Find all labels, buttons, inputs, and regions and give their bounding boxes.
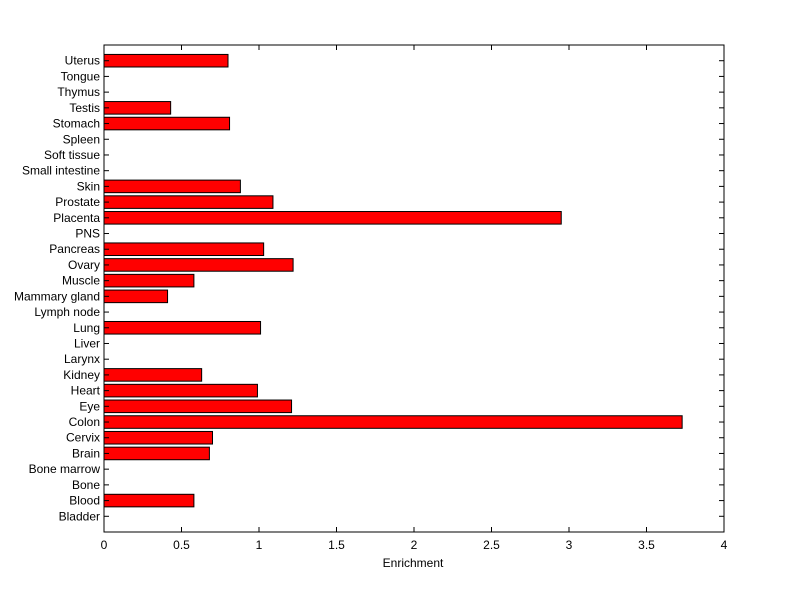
y-tick-label: Prostate — [55, 195, 100, 209]
y-tick-label: Brain — [72, 446, 100, 460]
y-tick-label: Lung — [73, 321, 100, 335]
y-tick-label: Eye — [79, 399, 100, 413]
bar-stomach — [103, 116, 231, 131]
y-tick-label: Bladder — [59, 509, 100, 523]
y-tick-label: Tongue — [61, 69, 101, 83]
y-tick-label: Testis — [69, 101, 100, 115]
y-tick-label: Kidney — [63, 368, 100, 382]
y-tick-label: Bone — [72, 478, 100, 492]
x-tick-label: 4 — [721, 538, 728, 552]
bar-ovary — [103, 258, 294, 272]
bar-uterus — [103, 53, 229, 68]
y-tick-label: Pancreas — [49, 242, 100, 256]
y-tick-label: Thymus — [57, 85, 100, 99]
bar-skin — [103, 179, 241, 194]
plot-frame — [103, 44, 725, 533]
y-tick-label: Muscle — [62, 274, 100, 288]
x-tick-labels: 0 0.5 1 1.5 2 2.5 3 3.5 4 — [101, 538, 728, 552]
y-tick-label: Larynx — [64, 352, 100, 366]
y-tick-label: Lymph node — [34, 305, 100, 319]
bar-blood — [103, 493, 195, 508]
bar-mammary-gland — [103, 289, 169, 304]
y-tick-label: PNS — [75, 227, 100, 241]
y-tick-label: Small intestine — [22, 164, 100, 178]
x-tick-label: 3 — [566, 538, 573, 552]
x-tick-label: 2.5 — [483, 538, 500, 552]
bar-heart — [103, 383, 258, 398]
x-tick-label: 3.5 — [638, 538, 655, 552]
y-tick-label: Soft tissue — [44, 148, 100, 162]
x-axis-label: Enrichment — [383, 556, 444, 570]
x-tick-label: 0 — [101, 538, 108, 552]
y-tick-label: Skin — [77, 179, 100, 193]
x-tick-label: 2 — [411, 538, 418, 552]
y-tick-label: Heart — [71, 384, 101, 398]
y-tick-label: Bone marrow — [29, 462, 101, 476]
bar-lung — [103, 320, 262, 335]
bar-eye — [103, 399, 293, 414]
ticks-group — [103, 45, 725, 532]
x-tick-label: 1.5 — [328, 538, 345, 552]
y-tick-label: Spleen — [63, 132, 100, 146]
y-tick-label: Blood — [69, 494, 100, 508]
bar-testis — [103, 101, 172, 115]
bar-placenta — [103, 211, 562, 225]
y-tick-label: Uterus — [65, 54, 100, 68]
bar-colon — [103, 415, 683, 429]
bar-kidney — [103, 368, 203, 382]
y-tick-label: Colon — [69, 415, 100, 429]
y-tick-label: Stomach — [53, 117, 100, 131]
x-tick-label: 0.5 — [173, 538, 190, 552]
y-tick-label: Mammary gland — [14, 289, 100, 303]
bar-brain — [103, 446, 210, 461]
y-tick-label: Placenta — [53, 211, 100, 225]
bar-prostate — [103, 195, 274, 209]
x-tick-label: 1 — [256, 538, 263, 552]
bar-muscle — [103, 273, 195, 288]
y-tick-label: Cervix — [66, 431, 100, 445]
y-tick-label: Liver — [74, 336, 100, 350]
bar-pancreas — [103, 242, 265, 257]
y-tick-label: Ovary — [68, 258, 100, 272]
bar-cervix — [103, 430, 213, 445]
